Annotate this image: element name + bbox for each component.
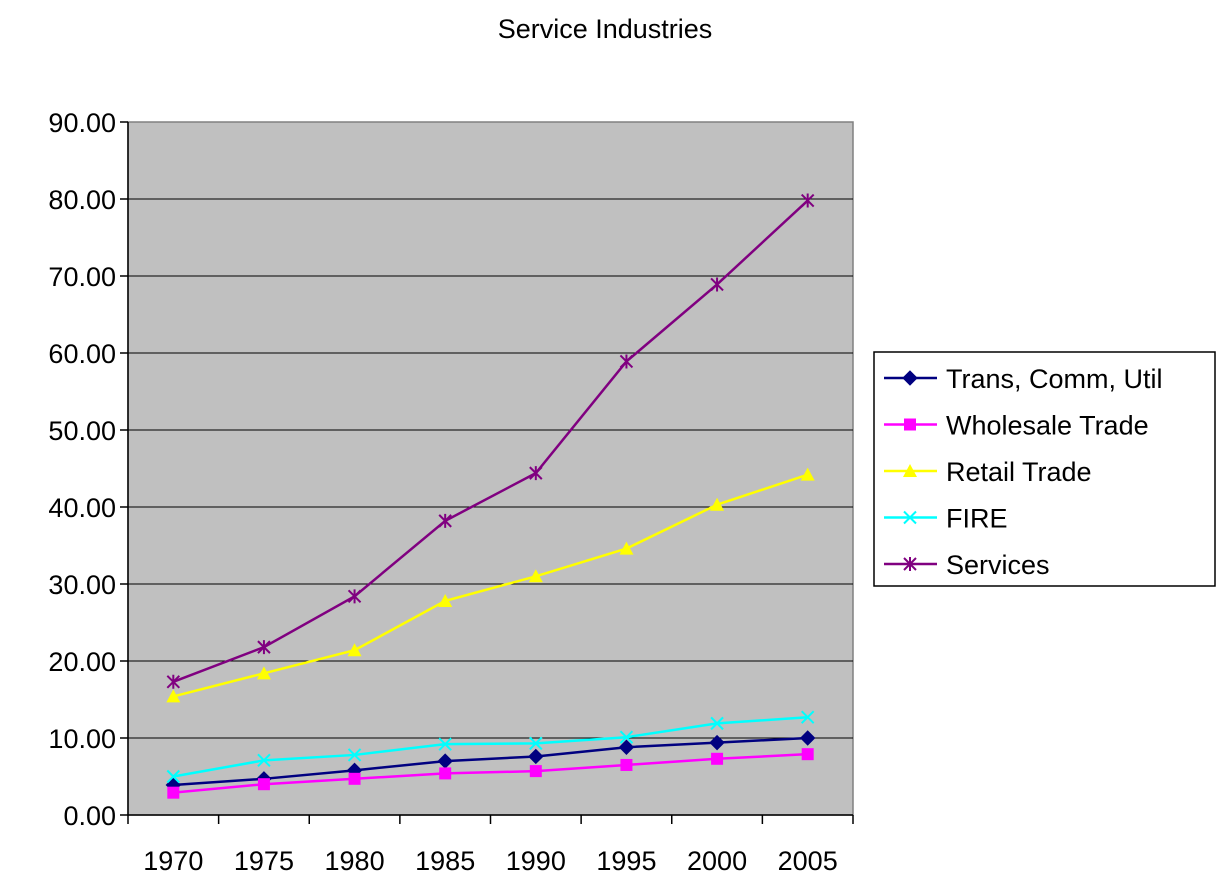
series [166,710,815,784]
marker-star [529,466,543,481]
legend-label: Wholesale Trade [946,411,1149,441]
legend-item: Services [884,550,1050,580]
marker-x [257,753,271,768]
legend-label: FIRE [946,504,1008,534]
y-tick-label: 30.00 [48,570,116,600]
legend: Trans, Comm, Util Wholesale Trade Retail T… [873,351,1216,587]
gridlines [128,198,853,739]
marker-star [800,193,815,208]
marker-triangle [166,689,181,703]
marker-square [904,418,916,431]
marker-diamond [528,748,544,765]
marker-star [347,589,362,604]
x-tick-label: 1985 [415,846,475,876]
marker-square [439,767,452,780]
marker-square [257,778,270,791]
marker-x [529,736,543,751]
series-layer [165,193,816,799]
y-tick-label: 20.00 [48,647,116,677]
y-tick-label: 90.00 [48,108,116,138]
marker-star [166,674,181,689]
legend-box [873,351,1216,587]
y-tick-label: 40.00 [48,493,116,523]
marker-star [710,277,724,292]
series-line [172,199,809,683]
legend-item: FIRE [884,504,1008,534]
x-tick-label: 2000 [687,846,747,876]
series [167,748,814,799]
marker-square [801,748,814,761]
series-line [173,752,808,794]
marker-x [347,748,362,762]
marker-diamond [902,370,918,386]
x-tick-label: 1980 [325,846,385,876]
marker-triangle [619,541,634,555]
marker-star [619,354,634,369]
marker-triangle [903,464,917,477]
series-line [173,473,809,698]
marker-triangle [528,569,543,583]
x-tick-label: 1995 [596,846,656,876]
marker-square [711,752,724,765]
marker-diamond [618,739,635,755]
marker-triangle [800,467,815,481]
chart-title: Service Industries [498,14,713,44]
legend-item: Trans, Comm, Util [884,364,1163,394]
y-tick-label: 50.00 [48,416,116,446]
marker-x [438,737,452,751]
marker-triangle [438,593,453,607]
axes: 0.00 10.00 20.00 30.00 40.00 50.00 60.00 70.00 8… [48,108,854,876]
x-tick-label: 2005 [778,846,838,876]
marker-square [348,772,361,785]
marker-x [903,510,917,525]
marker-x [619,730,634,744]
legend-item: Retail Trade [884,457,1092,487]
series [166,467,815,703]
series-line [173,715,808,778]
marker-diamond [799,730,816,746]
marker-square [167,786,180,799]
plot-area [127,121,854,816]
series [165,730,816,793]
y-tick-label: 0.00 [63,801,116,831]
series-line [173,736,808,787]
y-tick-label: 10.00 [48,724,116,754]
marker-square [620,758,633,771]
marker-star [438,513,452,528]
legend-label: Retail Trade [946,457,1092,487]
legend-label: Trans, Comm, Util [946,364,1163,394]
y-tick-label: 80.00 [48,185,116,215]
marker-star [257,640,271,655]
x-tick-label: 1970 [143,846,203,876]
marker-triangle [710,497,725,511]
x-tick-label: 1975 [234,846,294,876]
marker-square [529,765,542,778]
marker-triangle [256,666,271,680]
y-tick-label: 60.00 [48,339,116,369]
x-tick-label: 1990 [506,846,566,876]
marker-x [710,716,724,731]
marker-triangle [347,643,362,657]
legend-label: Services [946,550,1050,580]
series [166,193,815,689]
marker-x [166,769,181,784]
y-tick-label: 70.00 [48,262,116,292]
legend-item: Wholesale Trade [884,411,1149,441]
marker-diamond [709,734,725,751]
marker-star [903,557,917,571]
marker-x [800,710,815,724]
